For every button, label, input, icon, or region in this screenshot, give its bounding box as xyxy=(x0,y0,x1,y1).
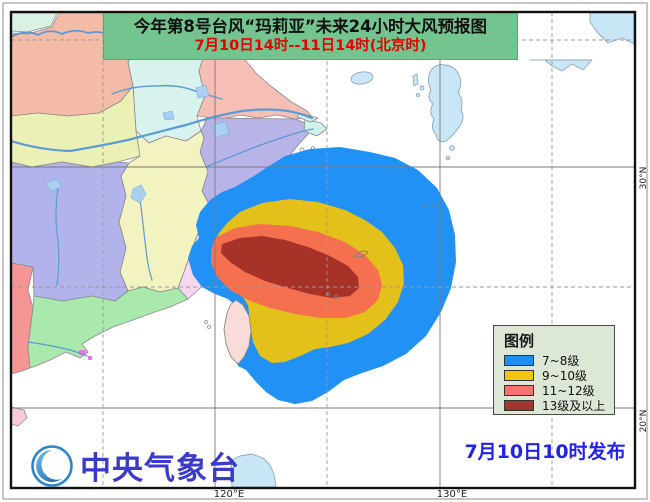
legend-row: 7~8级 xyxy=(504,353,614,368)
lat-label-30n: 30°N xyxy=(639,167,649,190)
foreign-land xyxy=(230,12,635,488)
map-frame xyxy=(9,10,637,490)
goto-islet-2 xyxy=(415,92,421,98)
legend-label-11-12: 11~12级 xyxy=(542,384,595,398)
title-box: 今年第8号台风“玛莉亚”未来24小时大风预报图 7月10日14时--11日14时… xyxy=(103,13,518,60)
legend-row: 9~10级 xyxy=(504,368,614,383)
urban-patches xyxy=(79,350,92,360)
legend-label-13-up: 13级及以上 xyxy=(542,399,606,413)
legend-swatch-7-8 xyxy=(504,355,534,366)
miyako-island xyxy=(326,292,330,296)
map-title: 今年第8号台风“玛莉亚”未来24小时大风预报图 xyxy=(133,17,488,37)
lon-label-120e: 120°E xyxy=(214,489,244,500)
legend-swatch-11-12 xyxy=(504,385,534,396)
cma-logo-icon xyxy=(31,444,73,487)
legend-swatch-13-up xyxy=(504,400,534,411)
axis-labels: 120°E 130°E 30°N 20°N xyxy=(214,167,649,500)
poyang-lake xyxy=(130,184,147,204)
ishigaki-island xyxy=(334,295,338,299)
osumi-islet xyxy=(449,145,455,151)
agency-brand: 中央气象台 xyxy=(30,443,240,488)
map-subtitle: 7月10日14时--11日14时(北京时) xyxy=(194,38,427,55)
legend-label-9-10: 9~10级 xyxy=(542,369,587,383)
jeju-island xyxy=(350,71,374,85)
shikoku-coast xyxy=(529,59,593,72)
typhoon-wind-areas xyxy=(188,147,456,404)
pearl-river xyxy=(27,341,88,357)
legend-label-7-8: 7~8级 xyxy=(542,354,580,368)
release-time: 7月10日10时发布 xyxy=(464,441,626,463)
okinawa-island xyxy=(353,250,369,258)
legend-title: 图例 xyxy=(504,332,535,350)
yellow-river xyxy=(10,29,105,38)
legend-row: 13级及以上 xyxy=(504,398,614,413)
taiwan-island xyxy=(223,299,252,365)
legend-row: 11~12级 xyxy=(504,383,614,398)
xiang-river xyxy=(55,187,60,286)
osumi-islet-2 xyxy=(445,155,451,161)
lat-label-20n: 20°N xyxy=(639,410,649,433)
legend: 图例 7~8级 9~10级 11~12级 13级及以上 xyxy=(493,325,615,415)
huai-river xyxy=(111,84,223,100)
qiantang-river xyxy=(205,128,314,168)
kyushu-island xyxy=(428,64,464,143)
amami-island xyxy=(423,202,436,209)
ryukyu-islands xyxy=(326,202,436,299)
tsushima-island xyxy=(412,73,419,87)
chaohu-lake xyxy=(162,110,175,121)
gan-river xyxy=(139,197,153,281)
hongze-lake xyxy=(195,84,210,99)
province-shanghai xyxy=(303,118,328,137)
lakes xyxy=(44,84,230,204)
lon-label-130e: 130°E xyxy=(437,489,467,500)
yangtze-river xyxy=(9,108,314,153)
agency-name: 中央气象台 xyxy=(80,451,240,487)
dongting-lake xyxy=(44,178,63,192)
goto-islet xyxy=(419,85,425,91)
wind-area-13-up xyxy=(221,236,359,298)
legend-swatch-9-10 xyxy=(504,370,534,381)
